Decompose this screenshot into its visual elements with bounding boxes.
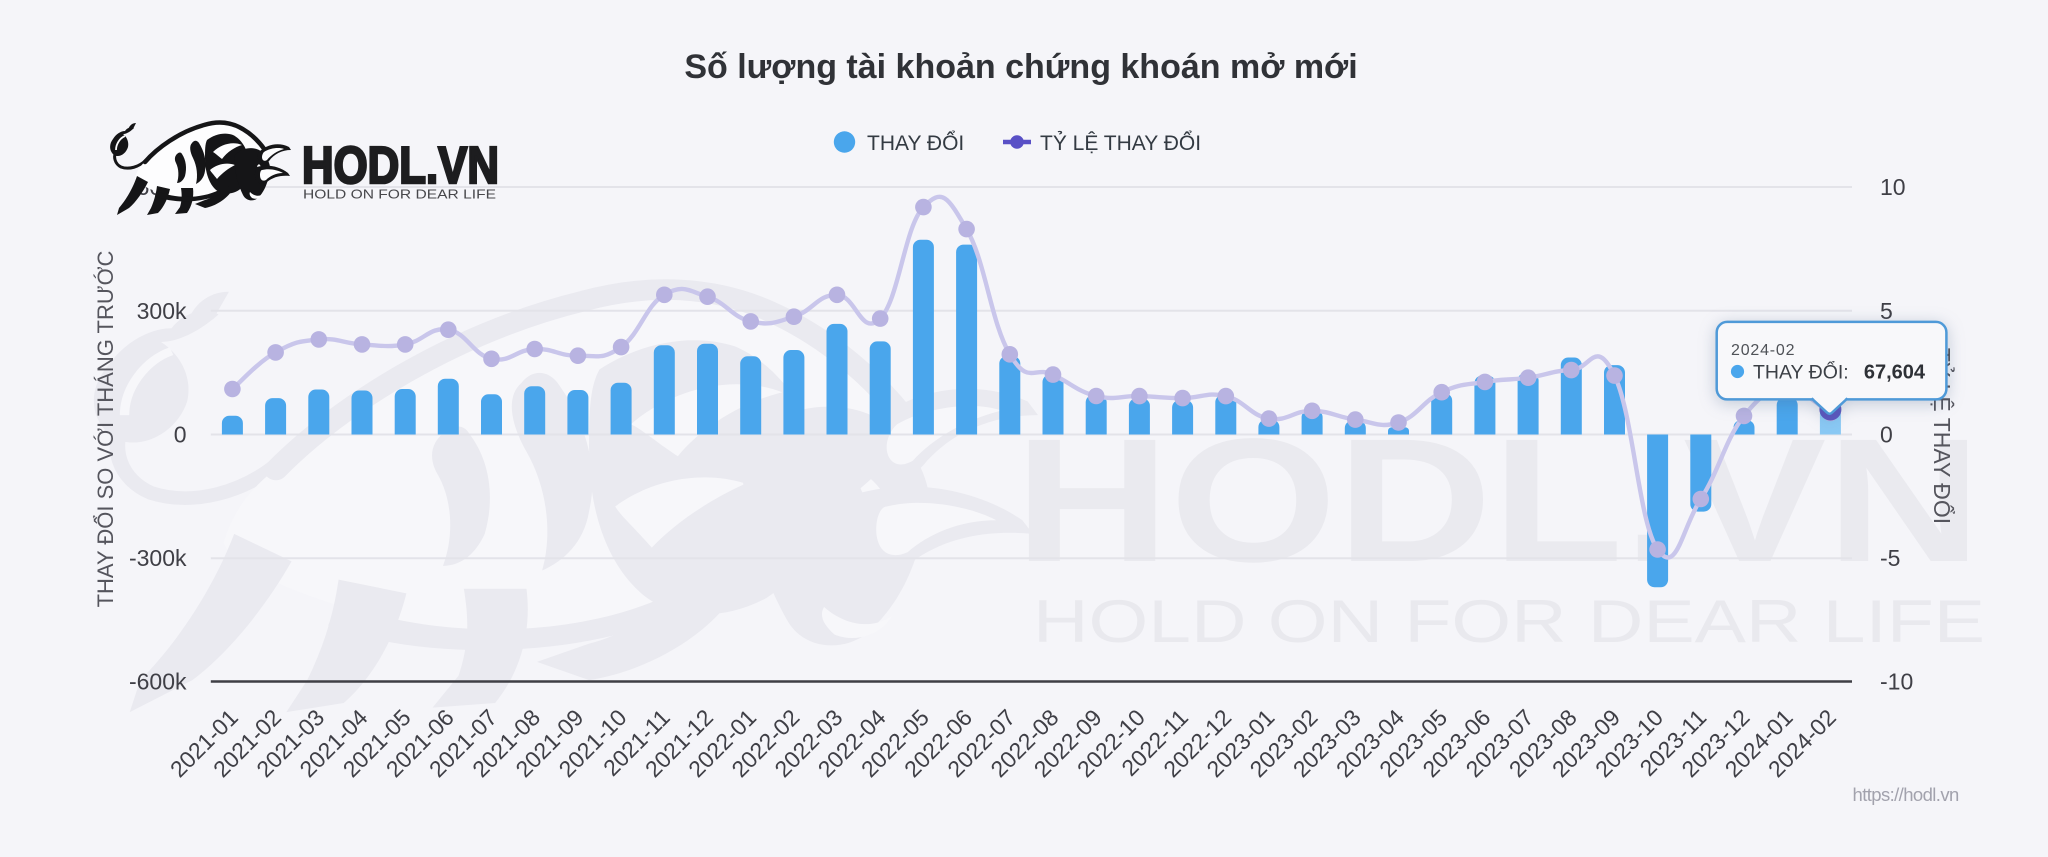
svg-text:2024-02: 2024-02 (1731, 342, 1795, 359)
svg-text:67,604: 67,604 (1864, 362, 1926, 384)
svg-text:THAY ĐỔI:: THAY ĐỔI: (1753, 360, 1849, 384)
svg-text:0: 0 (1880, 422, 1893, 448)
svg-text:300k: 300k (137, 298, 187, 324)
svg-text:THAY ĐỔI: THAY ĐỔI (867, 131, 964, 155)
svg-text:TỶ LỆ THAY ĐỔI: TỶ LỆ THAY ĐỔI (1040, 131, 1201, 155)
svg-text:-5: -5 (1880, 545, 1900, 571)
svg-text:Số lượng tài khoản chứng khoán: Số lượng tài khoản chứng khoán mở mới (684, 48, 1357, 86)
svg-text:10: 10 (1880, 174, 1906, 200)
svg-text:5: 5 (1880, 298, 1893, 324)
svg-text:-300k: -300k (129, 545, 187, 571)
svg-text:0: 0 (174, 422, 187, 448)
svg-text:HOLD ON FOR DEAR LIFE: HOLD ON FOR DEAR LIFE (303, 187, 496, 202)
svg-text:THAY ĐỔI SO VỚI THÁNG TRƯỚC: THAY ĐỔI SO VỚI THÁNG TRƯỚC (93, 250, 118, 607)
svg-text:https://hodl.vn: https://hodl.vn (1853, 784, 1959, 805)
svg-text:-600k: -600k (129, 669, 187, 695)
svg-text:HOLD ON FOR DEAR LIFE: HOLD ON FOR DEAR LIFE (1033, 588, 1985, 655)
svg-text:HODL.VN: HODL.VN (302, 137, 499, 195)
svg-text:HODL.VN: HODL.VN (1015, 403, 1982, 599)
svg-text:-10: -10 (1880, 669, 1913, 695)
